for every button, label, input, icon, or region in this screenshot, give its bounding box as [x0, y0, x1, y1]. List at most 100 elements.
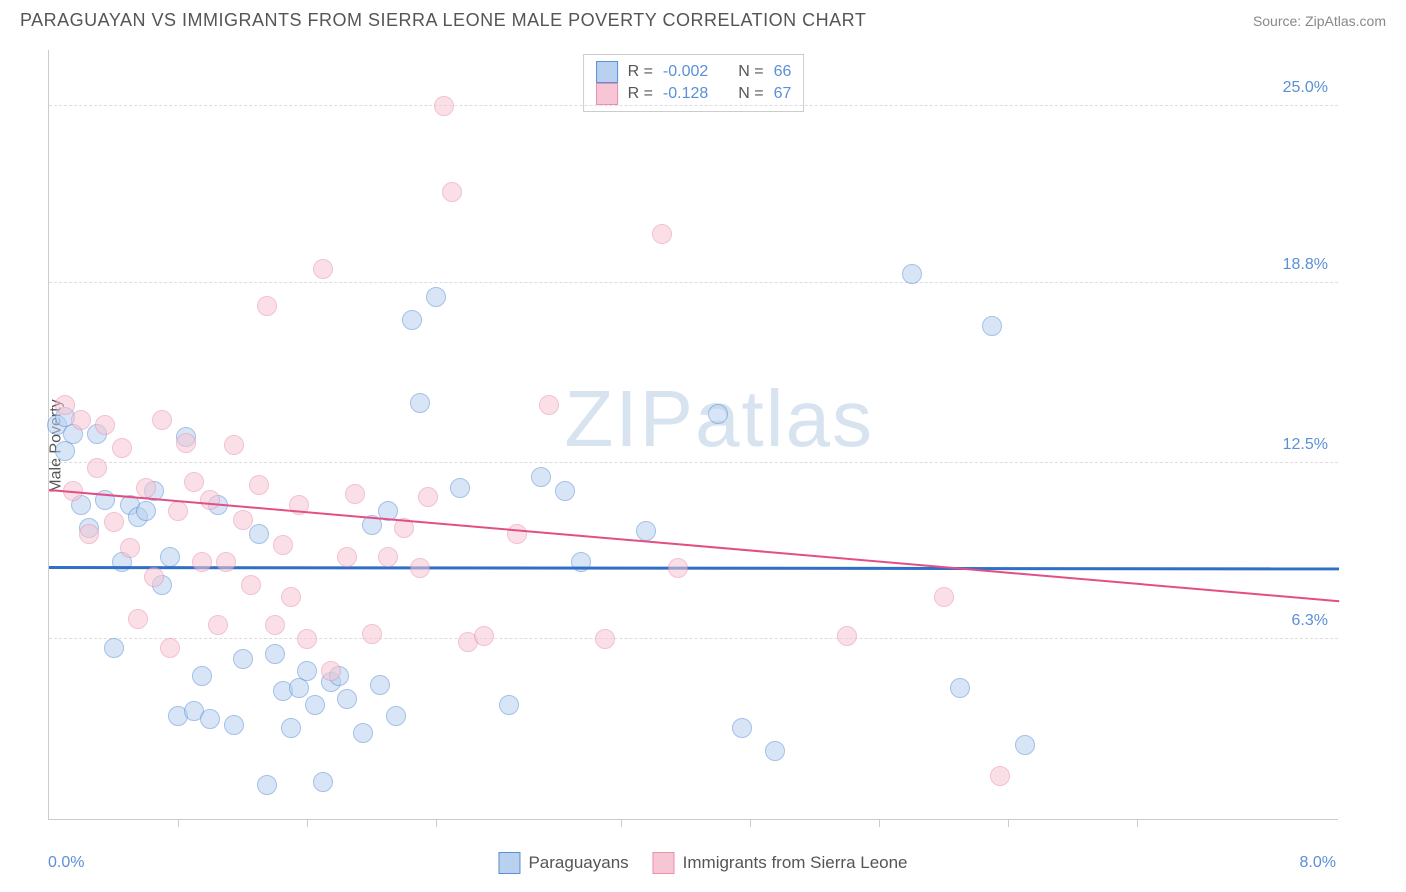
data-point — [233, 649, 253, 669]
data-point — [297, 661, 317, 681]
data-point — [426, 287, 446, 307]
data-point — [595, 629, 615, 649]
data-point — [982, 316, 1002, 336]
data-point — [216, 552, 236, 572]
gridline — [49, 462, 1338, 463]
data-point — [71, 410, 91, 430]
data-point — [474, 626, 494, 646]
n-value-2: 67 — [774, 85, 792, 103]
data-point — [152, 410, 172, 430]
data-point — [337, 547, 357, 567]
data-point — [192, 666, 212, 686]
gridline — [49, 105, 1338, 106]
gridline — [49, 638, 1338, 639]
x-tick — [178, 819, 179, 827]
x-tick — [307, 819, 308, 827]
data-point — [305, 695, 325, 715]
data-point — [257, 296, 277, 316]
data-point — [636, 521, 656, 541]
r-label-2: R = — [628, 85, 653, 103]
data-point — [708, 404, 728, 424]
legend-row-2: R = -0.128 N = 67 — [596, 83, 792, 105]
legend-swatch-1 — [498, 852, 520, 874]
data-point — [160, 547, 180, 567]
legend-label-1: Paraguayans — [528, 853, 628, 873]
data-point — [265, 644, 285, 664]
data-point — [184, 472, 204, 492]
data-point — [128, 609, 148, 629]
data-point — [499, 695, 519, 715]
data-point — [902, 264, 922, 284]
data-point — [418, 487, 438, 507]
data-point — [313, 772, 333, 792]
data-point — [224, 435, 244, 455]
data-point — [410, 558, 430, 578]
data-point — [281, 587, 301, 607]
data-point — [168, 501, 188, 521]
data-point — [1015, 735, 1035, 755]
data-point — [144, 567, 164, 587]
data-point — [370, 675, 390, 695]
data-point — [160, 638, 180, 658]
trend-line — [49, 566, 1339, 570]
y-tick-label: 6.3% — [1292, 612, 1328, 630]
swatch-series-1 — [596, 61, 618, 83]
data-point — [87, 458, 107, 478]
r-label-1: R = — [628, 63, 653, 81]
legend-label-2: Immigrants from Sierra Leone — [683, 853, 908, 873]
data-point — [104, 638, 124, 658]
x-tick — [436, 819, 437, 827]
data-point — [136, 501, 156, 521]
data-point — [555, 481, 575, 501]
series-legend: Paraguayans Immigrants from Sierra Leone — [498, 852, 907, 874]
data-point — [79, 524, 99, 544]
data-point — [208, 615, 228, 635]
legend-item-1: Paraguayans — [498, 852, 628, 874]
data-point — [837, 626, 857, 646]
data-point — [249, 475, 269, 495]
data-point — [362, 624, 382, 644]
data-point — [95, 415, 115, 435]
x-tick — [750, 819, 751, 827]
data-point — [136, 478, 156, 498]
data-point — [765, 741, 785, 761]
data-point — [55, 395, 75, 415]
data-point — [289, 678, 309, 698]
chart-title: PARAGUAYAN VS IMMIGRANTS FROM SIERRA LEO… — [20, 10, 866, 31]
source-label: Source: ZipAtlas.com — [1253, 13, 1386, 29]
swatch-series-2 — [596, 83, 618, 105]
data-point — [112, 438, 132, 458]
data-point — [571, 552, 591, 572]
data-point — [120, 538, 140, 558]
n-label-1: N = — [738, 63, 763, 81]
data-point — [345, 484, 365, 504]
data-point — [934, 587, 954, 607]
data-point — [200, 490, 220, 510]
data-point — [200, 709, 220, 729]
data-point — [386, 706, 406, 726]
x-tick — [1008, 819, 1009, 827]
data-point — [434, 96, 454, 116]
x-tick — [621, 819, 622, 827]
data-point — [990, 766, 1010, 786]
data-point — [402, 310, 422, 330]
n-label-2: N = — [738, 85, 763, 103]
x-axis-max-label: 8.0% — [1300, 854, 1336, 872]
y-tick-label: 12.5% — [1283, 436, 1328, 454]
data-point — [281, 718, 301, 738]
data-point — [224, 715, 244, 735]
x-tick — [1137, 819, 1138, 827]
data-point — [192, 552, 212, 572]
data-point — [378, 547, 398, 567]
scatter-plot: ZIPatlas R = -0.002 N = 66 R = -0.128 N … — [48, 50, 1338, 820]
r-value-1: -0.002 — [663, 63, 708, 81]
watermark-zip: ZIP — [565, 374, 695, 463]
data-point — [507, 524, 527, 544]
correlation-legend: R = -0.002 N = 66 R = -0.128 N = 67 — [583, 54, 805, 112]
data-point — [241, 575, 261, 595]
data-point — [410, 393, 430, 413]
r-value-2: -0.128 — [663, 85, 708, 103]
data-point — [531, 467, 551, 487]
data-point — [257, 775, 277, 795]
data-point — [249, 524, 269, 544]
